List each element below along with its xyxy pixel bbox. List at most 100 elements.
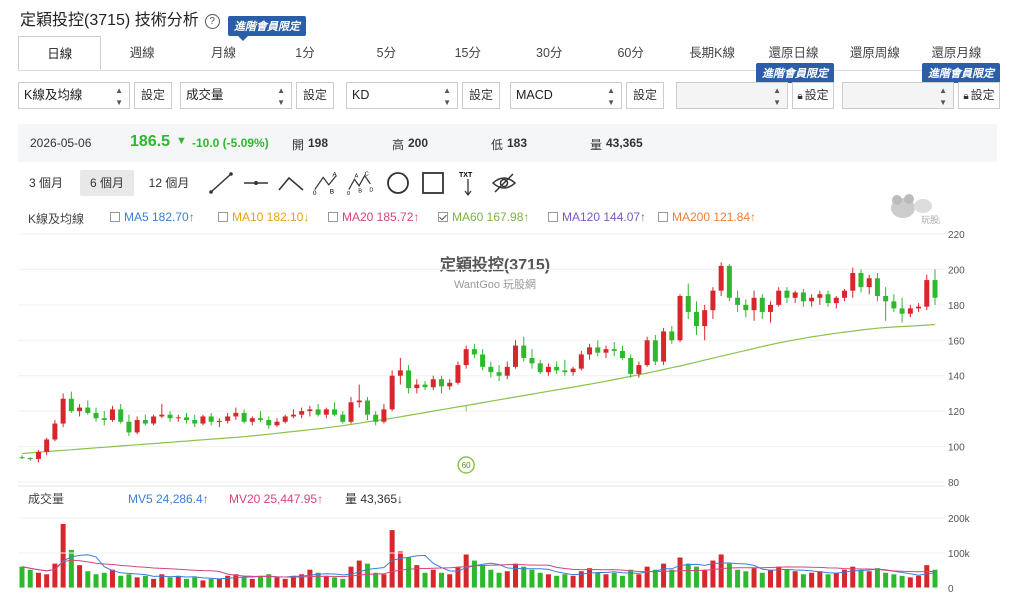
settings-button-5[interactable]: 🔒︎ 設定 bbox=[792, 82, 834, 109]
candle-body[interactable] bbox=[109, 409, 115, 420]
ma-legend-item-1[interactable]: MA10 182.10↓ bbox=[218, 210, 309, 224]
settings-button-2[interactable]: 設定 bbox=[296, 82, 334, 109]
tab-7[interactable]: 60分 bbox=[617, 46, 644, 60]
volume-bar[interactable] bbox=[142, 575, 148, 588]
volume-bar[interactable] bbox=[77, 565, 83, 588]
ma-legend-item-5[interactable]: MA200 121.84↑ bbox=[658, 210, 756, 224]
candle-body[interactable] bbox=[159, 414, 165, 417]
volume-bar[interactable] bbox=[19, 566, 25, 588]
volume-bar[interactable] bbox=[850, 566, 856, 588]
volume-bar[interactable] bbox=[208, 578, 214, 588]
candle-body[interactable] bbox=[167, 414, 173, 419]
volume-bar[interactable] bbox=[274, 577, 280, 588]
volume-bar[interactable] bbox=[669, 569, 675, 588]
volume-bar[interactable] bbox=[735, 569, 741, 588]
indicator-select-6[interactable]: ▲ ▼ bbox=[842, 82, 954, 109]
candle-body[interactable] bbox=[784, 290, 790, 298]
candle-body[interactable] bbox=[874, 278, 880, 296]
volume-bar[interactable] bbox=[101, 572, 107, 588]
candle-body[interactable] bbox=[619, 350, 625, 358]
volume-bar[interactable] bbox=[677, 557, 683, 588]
tab-5[interactable]: 15分 bbox=[454, 46, 482, 60]
volume-bar[interactable] bbox=[480, 565, 486, 588]
volume-bar[interactable] bbox=[932, 569, 938, 588]
volume-bar[interactable] bbox=[332, 577, 338, 588]
volume-bar[interactable] bbox=[611, 572, 617, 588]
ma-checkbox[interactable] bbox=[328, 212, 338, 222]
candle-body[interactable] bbox=[307, 409, 313, 412]
volume-bar[interactable] bbox=[282, 578, 288, 588]
help-icon[interactable]: ? bbox=[204, 14, 220, 29]
candle-body[interactable] bbox=[290, 414, 296, 417]
candle-body[interactable] bbox=[587, 347, 593, 355]
candle-body[interactable] bbox=[833, 297, 839, 304]
hide-drawings-icon[interactable] bbox=[490, 170, 518, 196]
candle-body[interactable] bbox=[792, 292, 798, 298]
volume-bar[interactable] bbox=[578, 571, 584, 588]
candle-body[interactable] bbox=[422, 384, 428, 388]
volume-bar[interactable] bbox=[93, 574, 99, 588]
volume-bar[interactable] bbox=[759, 572, 765, 588]
circle-tool-icon[interactable] bbox=[384, 170, 412, 196]
settings-button-3[interactable]: 設定 bbox=[462, 82, 500, 109]
horizontal-line-tool-icon[interactable] bbox=[242, 170, 270, 196]
volume-bar[interactable] bbox=[529, 569, 535, 588]
candle-body[interactable] bbox=[208, 416, 214, 422]
volume-bar[interactable] bbox=[496, 572, 502, 588]
volume-bar[interactable] bbox=[776, 566, 782, 588]
volume-bar[interactable] bbox=[817, 571, 823, 588]
candle-body[interactable] bbox=[858, 272, 864, 288]
ma-legend-item-0[interactable]: MA5 182.70↑ bbox=[110, 210, 195, 224]
candle-body[interactable] bbox=[693, 311, 699, 327]
volume-bar[interactable] bbox=[315, 572, 321, 588]
candle-body[interactable] bbox=[77, 407, 83, 412]
settings-button-1[interactable]: 設定 bbox=[134, 82, 172, 109]
candle-body[interactable] bbox=[118, 409, 124, 422]
candle-body[interactable] bbox=[636, 365, 642, 374]
volume-bar[interactable] bbox=[200, 580, 206, 588]
volume-bar[interactable] bbox=[587, 568, 593, 588]
text-tool-icon[interactable]: TXT bbox=[454, 170, 482, 196]
ma-checkbox[interactable] bbox=[658, 212, 668, 222]
candle-body[interactable] bbox=[397, 370, 403, 376]
candle-body[interactable] bbox=[101, 418, 107, 420]
indicator-select-1[interactable]: K線及均線 ▲ ▼ bbox=[18, 82, 130, 109]
candle-body[interactable] bbox=[299, 411, 305, 415]
tab-10[interactable]: 還原周線 bbox=[849, 46, 900, 60]
volume-bar[interactable] bbox=[27, 569, 33, 588]
candle-body[interactable] bbox=[438, 379, 444, 387]
tab-6[interactable]: 30分 bbox=[536, 46, 563, 60]
volume-bar[interactable] bbox=[644, 566, 650, 588]
volume-bar[interactable] bbox=[406, 557, 412, 588]
volume-bar[interactable] bbox=[619, 575, 625, 588]
candle-body[interactable] bbox=[184, 417, 190, 420]
candle-body[interactable] bbox=[471, 349, 477, 355]
candle-body[interactable] bbox=[27, 458, 33, 460]
candle-body[interactable] bbox=[225, 416, 231, 421]
price-chart[interactable]: 定穎投控(3715) WantGoo 玩股網 80 100 120 140 160 180… bbox=[0, 228, 1010, 601]
indicator-select-3[interactable]: KD ▲ ▼ bbox=[346, 82, 458, 109]
volume-bar[interactable] bbox=[825, 574, 831, 588]
candle-body[interactable] bbox=[348, 402, 354, 422]
candle-body[interactable] bbox=[134, 420, 140, 433]
ma-checkbox[interactable] bbox=[110, 212, 120, 222]
tab-2[interactable]: 月線 bbox=[211, 46, 237, 60]
candle-body[interactable] bbox=[513, 345, 519, 367]
candle-body[interactable] bbox=[677, 296, 683, 341]
volume-bar[interactable] bbox=[800, 574, 806, 588]
volume-bar[interactable] bbox=[389, 530, 395, 588]
candle-body[interactable] bbox=[175, 417, 181, 419]
volume-bar[interactable] bbox=[307, 569, 313, 588]
tab-4[interactable]: 5分 bbox=[376, 46, 397, 60]
settings-button-6[interactable]: 🔒︎ 設定 bbox=[958, 82, 1000, 109]
candle-body[interactable] bbox=[19, 457, 25, 459]
ma-legend-item-2[interactable]: MA20 185.72↑ bbox=[328, 210, 419, 224]
volume-bar[interactable] bbox=[373, 572, 379, 588]
volume-bar[interactable] bbox=[151, 578, 157, 588]
volume-bar[interactable] bbox=[628, 569, 634, 588]
candle-body[interactable] bbox=[537, 363, 543, 373]
candle-body[interactable] bbox=[661, 331, 667, 362]
candle-body[interactable] bbox=[52, 423, 58, 440]
volume-bar[interactable] bbox=[381, 574, 387, 588]
volume-bar[interactable] bbox=[726, 563, 732, 588]
